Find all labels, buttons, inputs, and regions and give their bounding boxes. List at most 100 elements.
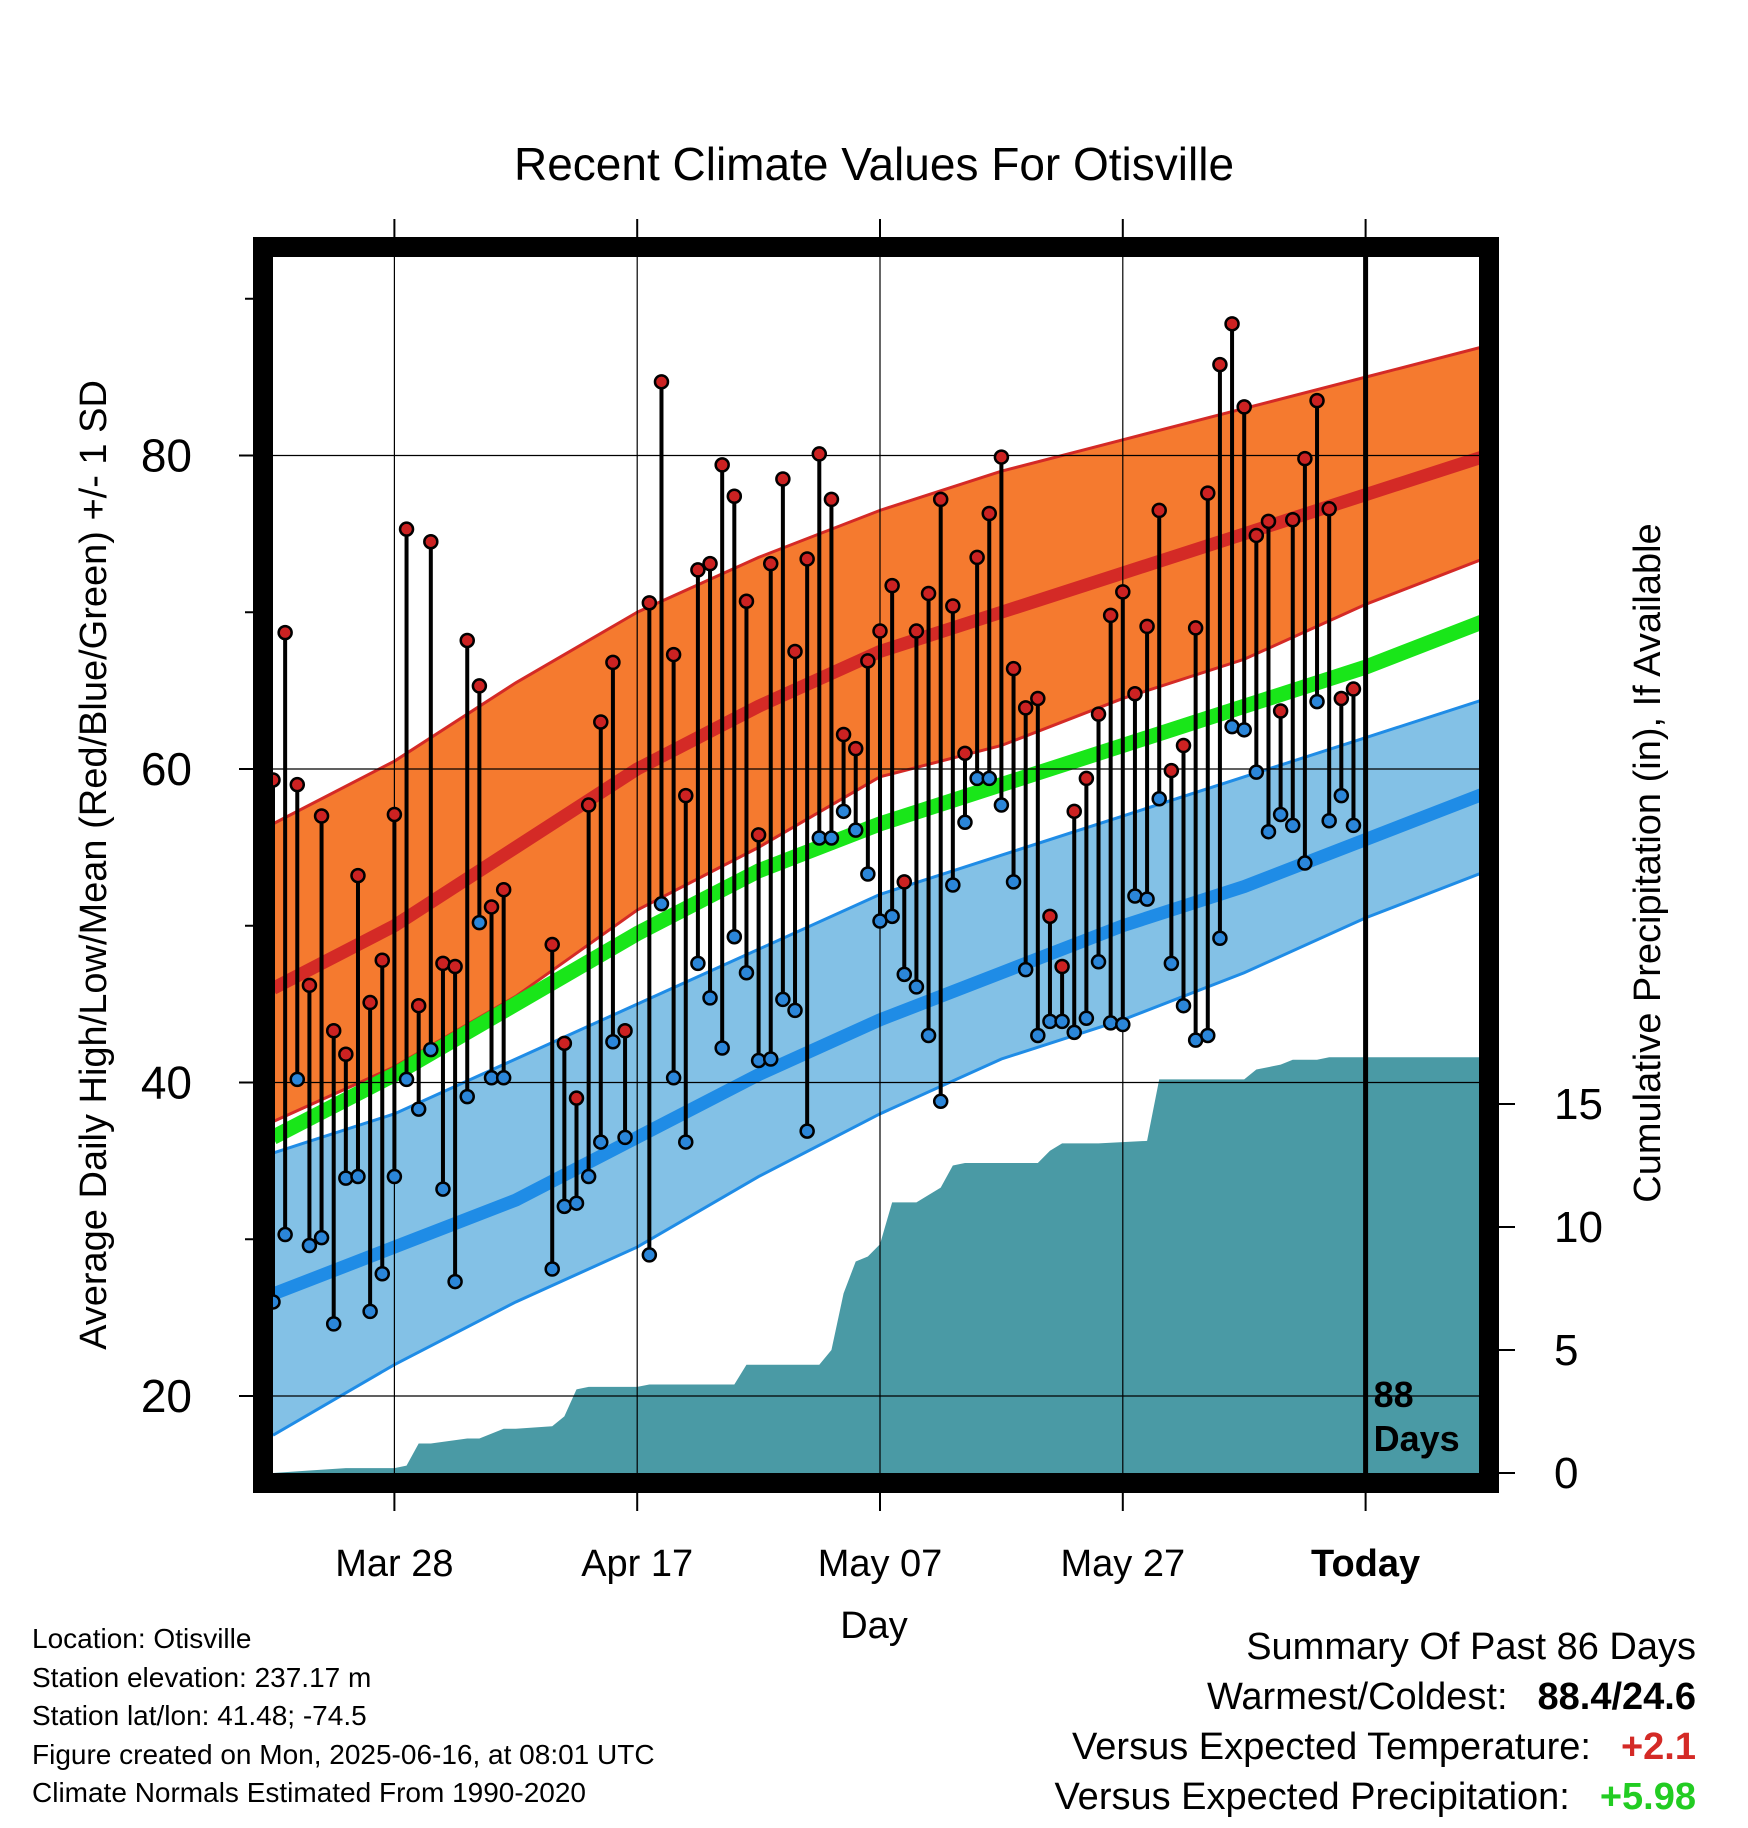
obs-high-point: [872, 623, 888, 639]
summary-panel: Summary Of Past 86 Days Warmest/Coldest:…: [1054, 1622, 1696, 1822]
x-tick-label: Apr 17: [581, 1543, 693, 1585]
obs-low-point: [362, 1303, 378, 1320]
x-tick-label: Mar 28: [335, 1543, 453, 1585]
obs-high-point: [835, 726, 852, 743]
latlon-line: Station lat/lon: 41.48; -74.5: [32, 1700, 367, 1731]
obs-low-point: [1321, 812, 1337, 829]
obs-high-point: [1236, 399, 1252, 415]
obs-low-point: [714, 1040, 730, 1056]
obs-high-point: [678, 787, 694, 804]
obs-low-point: [617, 1129, 633, 1146]
obs-high-point: [1200, 485, 1216, 501]
obs-high-point: [1163, 762, 1180, 779]
obs-low-point: [665, 1070, 682, 1086]
obs-high-point: [1090, 706, 1107, 722]
obs-low-point: [544, 1261, 560, 1277]
obs-low-point: [1030, 1027, 1046, 1044]
obs-high-point: [1078, 770, 1095, 787]
obs-high-point: [277, 624, 293, 641]
obs-high-point: [1151, 502, 1167, 519]
obs-low-point: [884, 908, 900, 925]
obs-low-point: [495, 1070, 512, 1086]
obs-low-point: [1309, 693, 1325, 710]
obs-low-point: [1054, 1013, 1070, 1030]
obs-high-point: [993, 449, 1010, 465]
obs-high-point: [459, 632, 475, 649]
obs-high-point: [799, 551, 815, 567]
y-tick-label: 40: [141, 1057, 192, 1109]
obs-low-point: [1102, 1015, 1119, 1031]
precipitation-departure-label: Versus Expected Precipitation:: [1054, 1776, 1570, 1818]
obs-high-point: [1017, 700, 1034, 716]
obs-low-point: [338, 1170, 354, 1186]
obs-high-point: [811, 446, 828, 462]
obs-low-point: [1163, 955, 1180, 972]
obs-low-point: [386, 1168, 403, 1185]
y-tick-label: 60: [141, 743, 192, 795]
obs-low-point: [1175, 997, 1192, 1014]
obs-high-point: [1187, 620, 1204, 636]
obs-high-point: [1127, 686, 1143, 702]
obs-low-point: [678, 1134, 694, 1150]
obs-low-point: [1078, 1010, 1095, 1026]
high-sd-band: [273, 347, 1479, 1122]
summary-title: Summary Of Past 86 Days: [1246, 1626, 1696, 1668]
obs-low-point: [374, 1265, 391, 1282]
obs-low-point: [325, 1316, 342, 1332]
obs-high-point: [945, 598, 961, 614]
obs-high-point: [1321, 501, 1337, 517]
obs-low-point: [471, 914, 488, 931]
obs-high-point: [423, 533, 439, 550]
obs-low-point: [993, 797, 1010, 813]
obs-low-point: [775, 991, 791, 1008]
warmest-coldest-row: Warmest/Coldest: 88.4/24.6: [1054, 1672, 1696, 1722]
obs-high-point: [726, 488, 743, 505]
obs-high-point: [775, 471, 791, 487]
obs-high-point: [1333, 690, 1350, 707]
obs-high-point: [860, 653, 876, 669]
obs-low-point: [750, 1052, 767, 1069]
obs-low-point: [398, 1071, 415, 1088]
obs-high-point: [1005, 660, 1022, 677]
warmest-coldest-value: 88.4/24.6: [1537, 1676, 1696, 1718]
obs-low-point: [957, 814, 973, 831]
low-sd-band: [273, 701, 1479, 1436]
created-line: Figure created on Mon, 2025-06-16, at 08…: [32, 1738, 655, 1770]
obs-low-point: [1200, 1027, 1216, 1044]
obs-high-point: [483, 899, 500, 915]
obs-low-point: [1139, 891, 1155, 907]
obs-low-point: [301, 1237, 318, 1254]
obs-high-point: [762, 555, 779, 572]
obs-low-point: [605, 1033, 621, 1050]
obs-high-point: [1115, 584, 1131, 600]
obs-high-point: [350, 867, 366, 884]
obs-high-point: [896, 874, 913, 890]
obs-high-point: [338, 1046, 354, 1063]
obs-high-point: [823, 491, 840, 508]
obs-high-point: [301, 977, 318, 994]
obs-low-point: [277, 1226, 293, 1243]
obs-high-point: [1297, 450, 1313, 467]
obs-low-point: [1297, 855, 1313, 871]
temperature-departure-value: +2.1: [1620, 1726, 1696, 1768]
obs-high-point: [1248, 527, 1265, 544]
obs-high-point: [1042, 908, 1058, 925]
obs-low-point: [835, 803, 852, 820]
obs-low-point: [273, 1294, 281, 1310]
obs-high-point: [932, 491, 949, 508]
location-line: Location: Otisville: [32, 1623, 252, 1654]
obs-low-point: [1260, 823, 1277, 840]
y2-axis-ticks: 0 5 10 15: [1499, 1080, 1603, 1498]
chart-title: Recent Climate Values For Otisville: [514, 138, 1234, 190]
precipitation-departure-value: +5.98: [1599, 1776, 1696, 1818]
obs-low-point: [593, 1134, 609, 1150]
obs-low-point: [981, 770, 998, 787]
obs-high-point: [969, 549, 985, 566]
obs-low-point: [823, 830, 840, 846]
today-days-count: 88: [1374, 1374, 1414, 1415]
obs-high-point: [362, 994, 378, 1011]
obs-high-point: [665, 646, 682, 663]
obs-high-point: [398, 521, 415, 537]
obs-low-point: [1090, 954, 1107, 970]
obs-high-point: [617, 1023, 633, 1039]
